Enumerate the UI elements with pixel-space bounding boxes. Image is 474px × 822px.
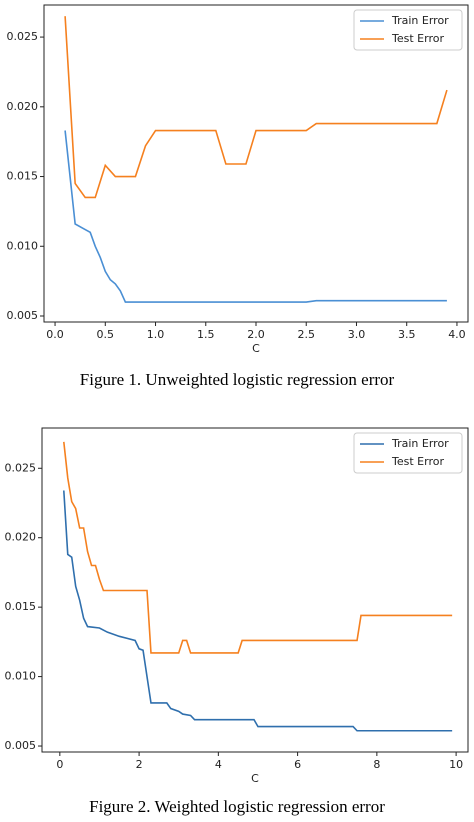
y-tick-label: 0.015 [5,600,37,613]
y-tick-label: 0.020 [7,100,39,113]
x-axis-label: C [252,342,260,355]
x-tick-label: 6 [294,758,301,771]
legend-label: Test Error [391,455,444,468]
x-tick-label: 1.5 [197,328,215,341]
x-tick-label: 3.5 [398,328,416,341]
y-tick-label: 0.025 [7,30,39,43]
chart: 0.005 0.010 0.015 0.020 0.025 0 2 4 6 8 10 C Train E… [5,427,469,816]
y-tick-label: 0.005 [7,309,39,322]
y-tick-label: 0.025 [5,461,37,474]
legend-label: Train Error [391,437,449,450]
plot-frame [43,4,469,323]
x-axis-label: C [251,772,259,785]
legend-box [353,9,463,51]
x-tick-label: 2 [136,758,143,771]
legend-label: Train Error [391,14,449,27]
chart: 0.005 0.010 0.015 0.020 0.025 0.0 0.5 1.0 1.5 2.0… [7,4,469,389]
x-tick-label: 0 [56,758,63,771]
y-tick-label: 0.015 [7,170,39,183]
figure-caption: Figure 2. Weighted logistic regression e… [89,797,385,816]
x-tick-label: 1.0 [147,328,165,341]
series-line [63,441,453,654]
x-tick-label: 2.5 [297,328,315,341]
series-line [64,16,448,199]
series-line [64,130,447,303]
y-tick-label: 0.020 [5,531,37,544]
y-tick-label: 0.005 [5,739,37,752]
legend-box [353,432,463,474]
x-tick-label: 10 [449,758,463,771]
x-tick-label: 4 [215,758,222,771]
x-tick-label: 4.0 [448,328,466,341]
x-tick-label: 0.5 [97,328,115,341]
y-tick-label: 0.010 [5,670,37,683]
legend-label: Test Error [391,32,444,45]
x-tick-label: 0.0 [46,328,64,341]
x-tick-label: 3.0 [348,328,366,341]
figure-caption: Figure 1. Unweighted logistic regression… [80,370,395,389]
y-tick-label: 0.010 [7,239,39,252]
x-tick-label: 8 [373,758,380,771]
plot-frame [41,427,469,753]
series-line [63,490,453,732]
x-tick-label: 2.0 [247,328,265,341]
